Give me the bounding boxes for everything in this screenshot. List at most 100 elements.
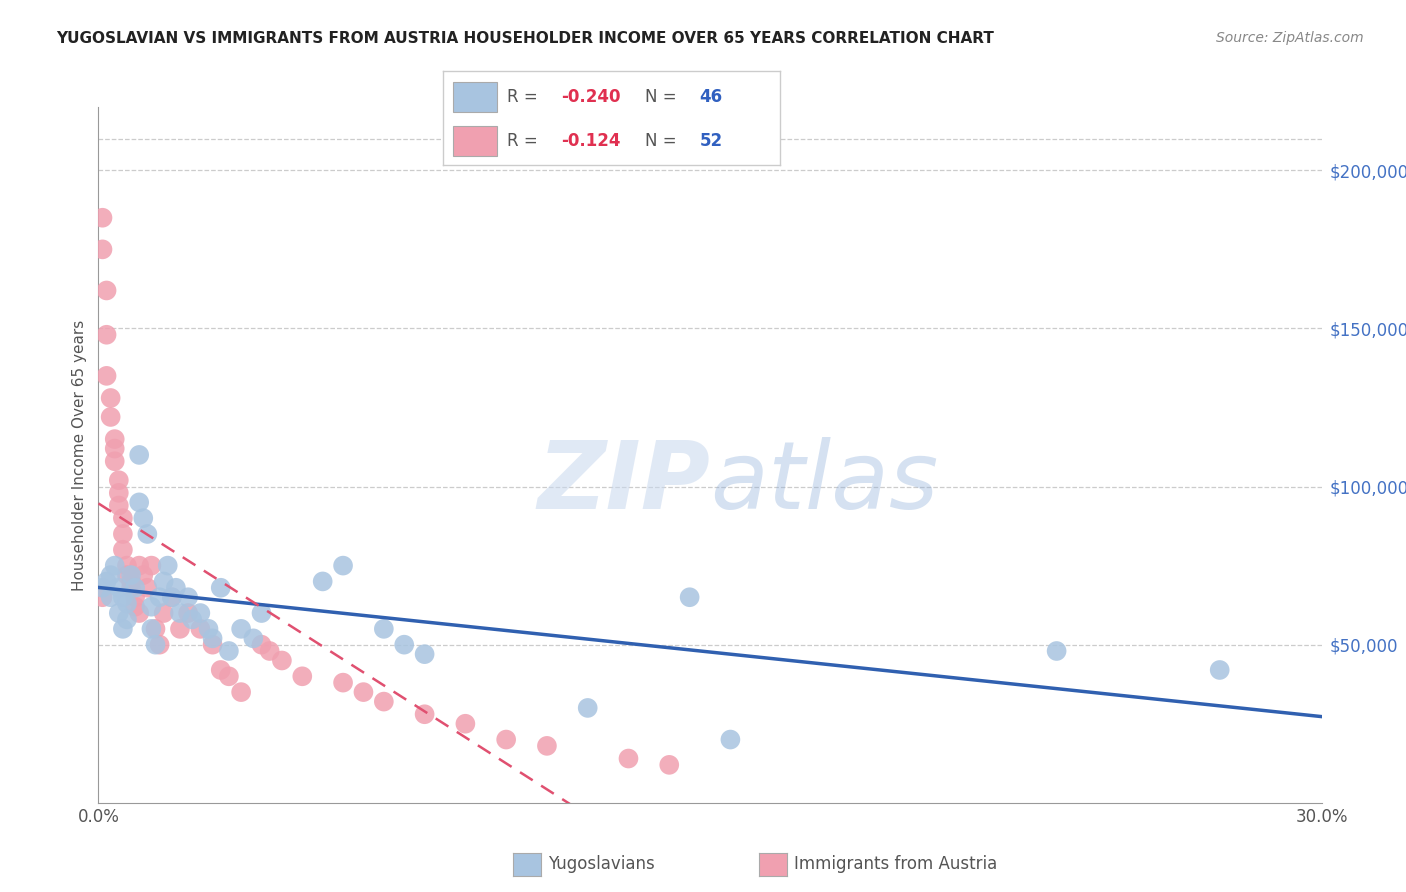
Point [231, 622, 253, 636]
Point [188, 622, 212, 636]
Point [188, 606, 212, 620]
Point [291, 669, 314, 683]
Point [115, 612, 138, 626]
Point [115, 597, 138, 611]
Point [124, 599, 146, 614]
Point [250, 606, 273, 620]
Point [120, 568, 142, 582]
Point [181, 612, 204, 626]
Point [128, 606, 150, 620]
Point [132, 511, 155, 525]
Point [392, 638, 416, 652]
Point [108, 499, 131, 513]
Text: -0.124: -0.124 [561, 132, 620, 150]
Point [115, 568, 138, 582]
Text: 52: 52 [699, 132, 723, 150]
Point [259, 644, 281, 658]
Point [104, 454, 127, 468]
Point [218, 644, 240, 658]
Point [152, 606, 174, 620]
Bar [453, 82, 496, 112]
Point [96, 327, 118, 342]
Point [128, 448, 150, 462]
Point [152, 574, 174, 589]
Point [454, 716, 477, 731]
Point [96, 368, 118, 383]
Point [169, 622, 191, 636]
Text: -0.240: -0.240 [561, 87, 620, 105]
Point [413, 647, 436, 661]
Point [332, 675, 354, 690]
Point [332, 558, 354, 573]
Point [201, 632, 224, 646]
Point [132, 568, 155, 582]
Point [373, 695, 395, 709]
Point [108, 606, 131, 620]
Point [136, 527, 159, 541]
Point [160, 591, 183, 605]
Point [111, 542, 134, 557]
Point [111, 591, 134, 605]
Text: atlas: atlas [710, 437, 938, 528]
Point [373, 622, 395, 636]
Point [124, 581, 146, 595]
Point [124, 591, 146, 605]
Point [218, 669, 240, 683]
Point [120, 574, 142, 589]
Point [108, 486, 131, 500]
Point [100, 568, 122, 582]
Point [100, 591, 122, 605]
Point [145, 622, 167, 636]
Point [91, 211, 114, 225]
Point [156, 558, 179, 573]
Point [413, 707, 436, 722]
Point [242, 632, 264, 646]
Point [617, 751, 640, 765]
Point [111, 511, 134, 525]
Point [145, 638, 167, 652]
Point [149, 638, 172, 652]
Point [104, 432, 127, 446]
Point [136, 581, 159, 595]
Point [141, 622, 163, 636]
Point [209, 663, 232, 677]
Text: Immigrants from Austria: Immigrants from Austria [794, 855, 998, 873]
Point [149, 591, 172, 605]
Point [128, 495, 150, 509]
Point [128, 558, 150, 573]
Point [141, 599, 163, 614]
Bar [453, 126, 496, 156]
Point [100, 391, 122, 405]
Point [120, 581, 142, 595]
Text: Yugoslavians: Yugoslavians [548, 855, 655, 873]
Point [312, 574, 335, 589]
Text: Source: ZipAtlas.com: Source: ZipAtlas.com [1216, 31, 1364, 45]
Point [111, 622, 134, 636]
Point [209, 581, 232, 595]
Point [160, 591, 183, 605]
Point [91, 581, 114, 595]
Point [141, 558, 163, 573]
Point [250, 638, 273, 652]
Point [201, 638, 224, 652]
Point [576, 701, 599, 715]
Point [96, 284, 118, 298]
Point [115, 558, 138, 573]
Text: YUGOSLAVIAN VS IMMIGRANTS FROM AUSTRIA HOUSEHOLDER INCOME OVER 65 YEARS CORRELAT: YUGOSLAVIAN VS IMMIGRANTS FROM AUSTRIA H… [56, 31, 994, 46]
Point [270, 653, 294, 667]
Point [91, 243, 114, 257]
Point [495, 732, 517, 747]
Point [352, 685, 374, 699]
Point [96, 574, 118, 589]
Point [108, 473, 131, 487]
Point [100, 409, 122, 424]
Point [104, 442, 127, 456]
Text: R =: R = [508, 87, 543, 105]
Point [1045, 644, 1069, 658]
Text: N =: N = [645, 132, 682, 150]
Point [679, 591, 702, 605]
Text: 46: 46 [699, 87, 723, 105]
Point [720, 732, 742, 747]
Point [536, 739, 558, 753]
Text: N =: N = [645, 87, 682, 105]
